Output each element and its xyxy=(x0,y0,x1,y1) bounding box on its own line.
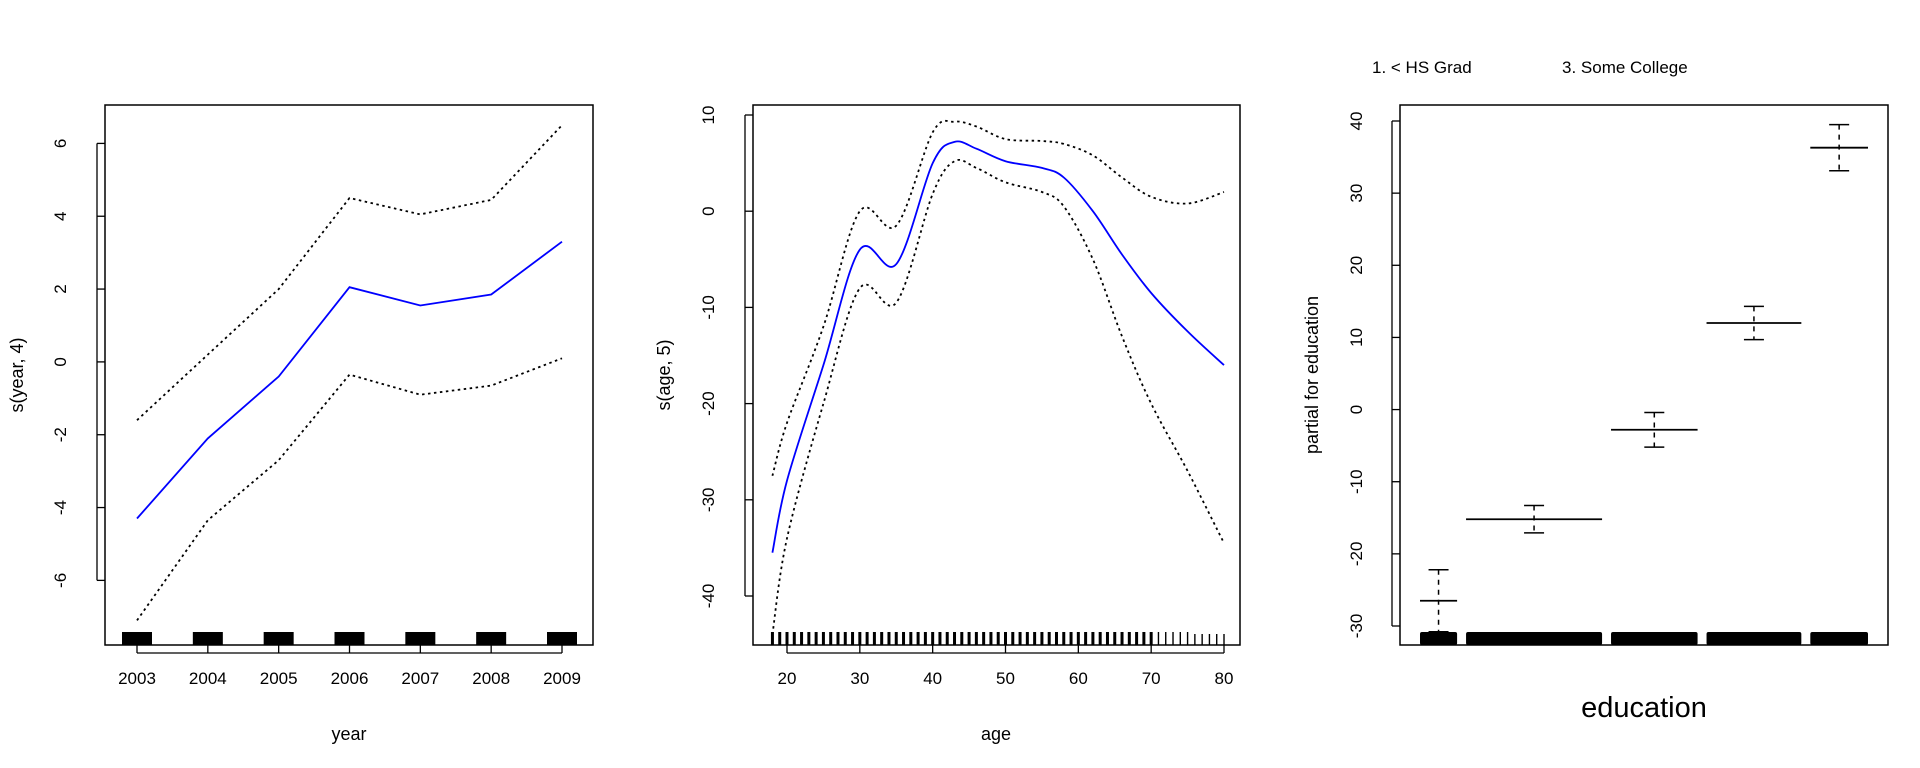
panel-year-smooth: year s(year, 4) -6 -4 -2 0 2 4 6 2003 2004 2005 20… xyxy=(7,104,594,744)
y-tick-label: -20 xyxy=(699,391,718,416)
y-tick-label: 30 xyxy=(1347,184,1366,203)
y-tick-label: 0 xyxy=(51,357,70,366)
rug-mark xyxy=(405,632,436,645)
y-tick-label: 0 xyxy=(1347,405,1366,414)
y-tick-label: 40 xyxy=(1347,112,1366,131)
lower-band-line xyxy=(136,357,563,621)
x-tick-label: 2005 xyxy=(260,669,298,688)
x-tick-label: 2004 xyxy=(189,669,227,688)
fit-line xyxy=(136,240,563,520)
x-tick-label: 70 xyxy=(1142,669,1161,688)
rug-mark xyxy=(476,632,507,645)
y-tick-label: 0 xyxy=(699,206,718,215)
upper-band-line xyxy=(771,119,1225,477)
rug-mark xyxy=(1420,632,1458,645)
rug-mark xyxy=(1810,632,1868,645)
upper-band-line xyxy=(136,124,563,421)
y-axis-label: s(age, 5) xyxy=(654,339,674,410)
panel-education-partial: 1. < HS Grad 3. Some College education p… xyxy=(1302,58,1889,724)
rug-mark xyxy=(1466,632,1603,645)
x-tick-label: 2009 xyxy=(543,669,581,688)
y-tick-label: -20 xyxy=(1347,542,1366,567)
x-tick-label: 30 xyxy=(850,669,869,688)
y-tick-label: -10 xyxy=(699,295,718,320)
y-tick-label: 10 xyxy=(699,106,718,125)
panel-age-smooth: age s(age, 5) -40 -30 -20 -10 0 10 20 30 40 50 60 7… xyxy=(654,104,1241,744)
y-tick-label: 2 xyxy=(51,284,70,293)
x-tick-label: 2003 xyxy=(118,669,156,688)
x-tick-label: 2006 xyxy=(331,669,369,688)
rug-mark xyxy=(1706,632,1802,645)
y-tick-label: -40 xyxy=(699,584,718,609)
rug-mark xyxy=(1611,632,1698,645)
category-label-1: 1. < HS Grad xyxy=(1372,58,1472,77)
y-tick-label: -30 xyxy=(699,488,718,513)
y-tick-label: -6 xyxy=(51,573,70,588)
y-axis-label: s(year, 4) xyxy=(7,337,27,412)
y-tick-label: 6 xyxy=(51,139,70,148)
plot-frame xyxy=(1399,104,1889,646)
y-tick-label: 20 xyxy=(1347,256,1366,275)
y-tick-label: 10 xyxy=(1347,328,1366,347)
rug-mark xyxy=(263,632,294,645)
x-tick-label: 60 xyxy=(1069,669,1088,688)
x-tick-label: 50 xyxy=(996,669,1015,688)
y-tick-label: -2 xyxy=(51,427,70,442)
x-axis-label: age xyxy=(981,724,1011,744)
lower-band-line xyxy=(771,159,1225,635)
category-label-3: 3. Some College xyxy=(1562,58,1688,77)
x-axis-label: education xyxy=(1581,692,1707,724)
x-axis-label: year xyxy=(331,724,366,744)
x-tick-label: 20 xyxy=(778,669,797,688)
y-tick-label: -30 xyxy=(1347,614,1366,639)
rug-mark xyxy=(192,632,223,645)
x-tick-label: 2007 xyxy=(401,669,439,688)
y-tick-label: 4 xyxy=(51,212,70,221)
y-axis-label: partial for education xyxy=(1302,296,1322,454)
plot-frame xyxy=(752,104,1241,646)
fit-line xyxy=(771,140,1225,553)
x-tick-label: 40 xyxy=(923,669,942,688)
rug-mark xyxy=(334,632,365,645)
x-tick-label: 80 xyxy=(1215,669,1234,688)
y-tick-label: -4 xyxy=(51,500,70,515)
y-tick-label: -10 xyxy=(1347,469,1366,494)
rug-mark xyxy=(122,632,152,645)
rug-mark xyxy=(547,632,577,645)
x-tick-label: 2008 xyxy=(472,669,510,688)
